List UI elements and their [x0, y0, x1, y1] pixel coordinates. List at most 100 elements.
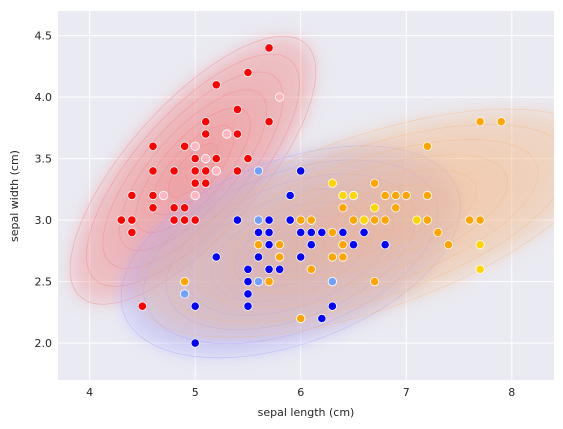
data-point — [369, 276, 380, 287]
data-point — [222, 129, 232, 139]
data-point — [158, 190, 169, 201]
data-point — [190, 190, 200, 201]
data-point — [296, 215, 306, 225]
data-point — [264, 117, 274, 127]
kde-contour-line — [168, 143, 218, 198]
data-point — [306, 215, 316, 225]
kde-contour-line — [168, 124, 554, 323]
data-point — [232, 129, 243, 139]
data-point — [180, 203, 190, 213]
data-point — [327, 178, 337, 188]
data-point — [496, 117, 506, 127]
data-point — [190, 166, 200, 176]
data-point — [327, 276, 337, 287]
data-point — [190, 301, 200, 311]
data-point — [211, 80, 221, 90]
data-point — [264, 227, 274, 237]
data-point — [306, 240, 316, 250]
x-tick-label: 4 — [86, 386, 93, 399]
data-point — [296, 252, 306, 262]
data-point — [391, 203, 401, 213]
data-point — [180, 289, 190, 299]
x-tick-label: 6 — [297, 386, 304, 399]
data-point — [380, 190, 390, 201]
data-point — [232, 104, 243, 115]
kde-contour-line — [229, 154, 508, 292]
data-point — [475, 264, 485, 274]
data-point — [464, 215, 475, 225]
data-point — [275, 252, 285, 262]
data-point — [190, 178, 200, 188]
data-point — [401, 190, 411, 201]
y-axis-ticks: 2.0 2.5 3.0 3.5 4.0 4.5 — [35, 30, 53, 351]
data-point — [243, 67, 253, 78]
data-point — [306, 264, 316, 274]
data-point — [253, 240, 264, 250]
data-point — [391, 190, 401, 201]
data-point — [253, 276, 264, 287]
data-point — [422, 190, 432, 201]
data-point — [243, 264, 253, 274]
data-point — [201, 129, 211, 139]
data-point — [296, 166, 306, 176]
data-point — [190, 338, 200, 348]
data-point — [338, 227, 348, 237]
data-point — [243, 154, 253, 164]
data-point — [475, 117, 485, 127]
data-point — [253, 215, 264, 225]
data-point — [264, 240, 274, 250]
data-point — [201, 154, 211, 164]
data-point — [127, 227, 137, 237]
kde-contour-line — [198, 139, 539, 308]
data-point — [369, 215, 380, 225]
data-point — [180, 141, 190, 151]
data-point — [243, 289, 253, 299]
data-point — [180, 276, 190, 287]
data-point — [317, 313, 327, 324]
data-point — [348, 215, 359, 225]
data-point — [348, 190, 359, 201]
data-point — [338, 240, 348, 250]
data-point — [137, 301, 148, 311]
x-tick-label: 5 — [192, 386, 199, 399]
y-tick-label: 2.0 — [35, 337, 53, 350]
data-point — [264, 43, 274, 53]
data-point — [327, 301, 337, 311]
data-point — [475, 240, 485, 250]
data-point — [190, 215, 200, 225]
data-point — [422, 215, 432, 225]
data-point — [190, 154, 200, 164]
scatter-points — [116, 43, 506, 348]
data-point — [422, 141, 432, 151]
data-point — [443, 240, 454, 250]
data-point — [201, 178, 211, 188]
y-tick-label: 4.0 — [35, 91, 53, 104]
data-point — [327, 252, 337, 262]
data-point — [338, 203, 348, 213]
data-point — [264, 215, 274, 225]
data-point — [211, 154, 221, 164]
data-point — [148, 166, 158, 176]
data-point — [275, 264, 285, 274]
data-point — [201, 166, 211, 176]
data-point — [148, 203, 158, 213]
x-tick-label: 8 — [508, 386, 515, 399]
data-point — [232, 215, 243, 225]
data-point — [169, 215, 179, 225]
x-axis-label: sepal length (cm) — [258, 406, 355, 419]
y-axis-label: sepal width (cm) — [8, 150, 21, 242]
data-point — [380, 240, 390, 250]
data-point — [148, 141, 158, 151]
data-point — [275, 92, 285, 102]
y-tick-label: 4.5 — [35, 30, 53, 43]
data-point — [264, 276, 274, 287]
data-point — [369, 178, 380, 188]
data-point — [275, 240, 285, 250]
data-point — [338, 190, 348, 201]
data-point — [296, 227, 306, 237]
kde-contour-line — [322, 200, 416, 247]
data-point — [317, 227, 327, 237]
y-tick-label: 3.0 — [35, 214, 53, 227]
kde-contours — [69, 35, 554, 359]
